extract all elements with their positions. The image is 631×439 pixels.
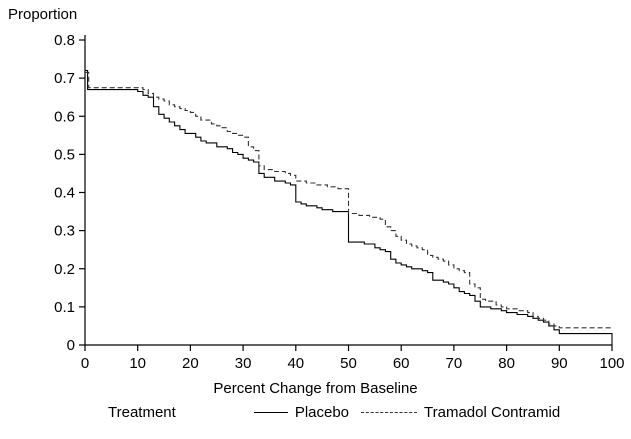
x-tick-label: 50 bbox=[340, 355, 357, 372]
solid-line-swatch bbox=[253, 412, 288, 413]
x-tick-label: 0 bbox=[81, 355, 89, 372]
plot-area: 0 0.1 0.2 0.3 0.4 0.5 0.6 0.7 0.8 0 10 20 30 40 50 60 70… bbox=[54, 32, 624, 372]
y-tick-label: 0 bbox=[67, 337, 75, 354]
x-tick-label: 60 bbox=[393, 355, 410, 372]
series-line-placebo bbox=[85, 69, 613, 345]
y-tick-label: 0.1 bbox=[54, 299, 75, 316]
y-axis-title: Proportion bbox=[8, 6, 78, 23]
y-tick-label: 0.4 bbox=[54, 185, 75, 202]
legend-label-placebo: Placebo bbox=[294, 404, 350, 421]
y-tick-label: 0.8 bbox=[54, 32, 75, 49]
y-tick-label: 0.2 bbox=[54, 261, 75, 278]
x-tick-label: 10 bbox=[129, 355, 146, 372]
legend-item-placebo: Placebo bbox=[253, 404, 350, 421]
legend-item-tramadol: Tramadol Contramid bbox=[361, 404, 560, 421]
x-axis-title: Percent Change from Baseline bbox=[213, 380, 418, 397]
x-tick-label: 70 bbox=[446, 355, 463, 372]
legend-label-tramadol: Tramadol Contramid bbox=[424, 404, 561, 421]
series-line-tramadol-contramid bbox=[85, 71, 612, 329]
legend: Treatment Placebo Tramadol Contramid bbox=[0, 404, 631, 421]
legend-title: Treatment bbox=[108, 404, 176, 421]
x-tick-label: 90 bbox=[551, 355, 568, 372]
y-tick-label: 0.3 bbox=[54, 223, 75, 240]
y-tick-label: 0.7 bbox=[54, 70, 75, 87]
y-tick-label: 0.6 bbox=[54, 108, 75, 125]
x-tick-label: 20 bbox=[182, 355, 199, 372]
x-tick-label: 80 bbox=[498, 355, 515, 372]
y-tick-label: 0.5 bbox=[54, 146, 75, 163]
axes bbox=[84, 35, 612, 346]
dashed-line-swatch bbox=[361, 412, 418, 413]
x-tick-label: 100 bbox=[599, 355, 624, 372]
x-tick-label: 30 bbox=[235, 355, 252, 372]
x-tick-label: 40 bbox=[287, 355, 304, 372]
